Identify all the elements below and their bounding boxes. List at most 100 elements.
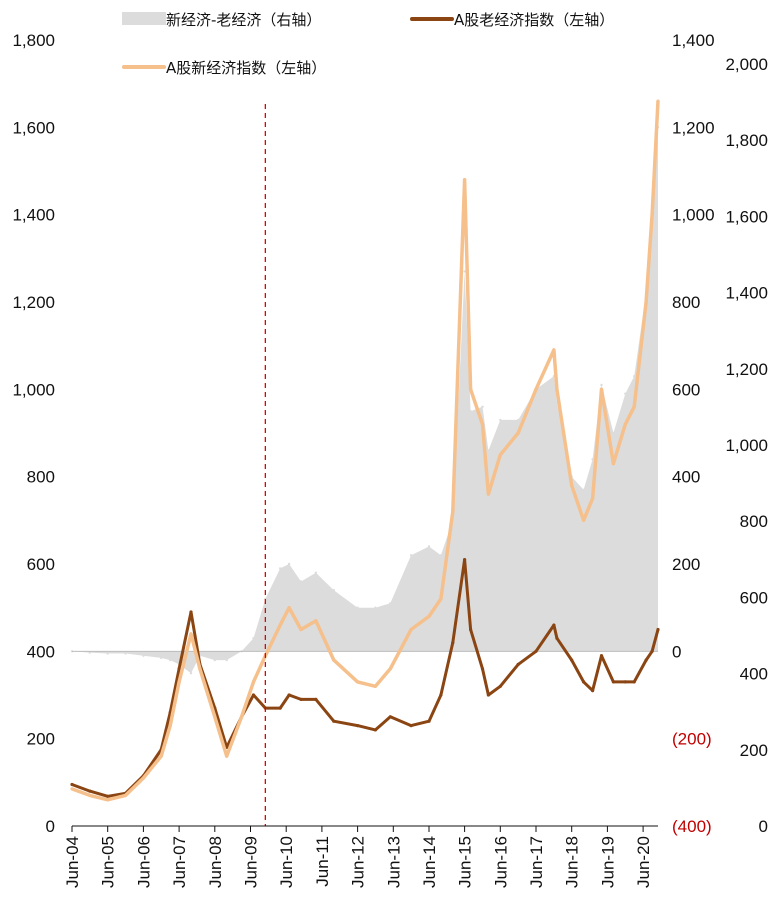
left-axis-tick-label: 1,000 [12, 380, 55, 399]
old-economy-point [516, 662, 520, 667]
far-right-axis-tick-label: 0 [759, 817, 768, 836]
new-economy-point [213, 715, 217, 719]
new-economy-point [409, 627, 413, 632]
new-economy-point [498, 453, 502, 457]
old-economy-point [299, 697, 303, 702]
old-economy-point [388, 715, 392, 719]
old-economy-point [480, 667, 485, 671]
x-axis-tick-label: Jun-12 [349, 836, 368, 888]
old-economy-point [650, 649, 654, 653]
x-axis-tick-label: Jun-08 [206, 836, 225, 888]
old-economy-point [582, 680, 586, 684]
far-right-axis-tick-label: 2,000 [725, 55, 768, 74]
far-right-axis-tick-label: 1,800 [725, 131, 768, 150]
x-axis-tick-label: Jun-14 [420, 836, 439, 888]
left-axis-tick-label: 1,600 [12, 118, 55, 137]
right-axis-tick-label: (400) [672, 817, 712, 836]
area-point [463, 270, 466, 273]
new-economy-point [198, 667, 202, 671]
x-axis-tick-label: Jun-10 [277, 836, 296, 888]
far-right-axis-tick-label: 1,400 [725, 284, 768, 303]
old-economy-point [88, 789, 92, 793]
area-point [427, 545, 431, 548]
x-axis-tick-label: Jun-11 [313, 836, 332, 887]
new-economy-point [451, 510, 455, 514]
new-economy-point [189, 632, 193, 636]
new-economy-point [373, 684, 377, 688]
right-axis-tick-label: 1,200 [672, 118, 715, 137]
area-point [314, 571, 318, 574]
old-economy-point [287, 693, 291, 697]
right-axis-tick-label: 600 [672, 380, 700, 399]
new-economy-point [299, 627, 303, 632]
new-economy-point [106, 798, 110, 802]
x-axis-tick-label: Jun-05 [99, 836, 118, 888]
old-economy-point [656, 627, 660, 632]
area-point [481, 405, 484, 408]
old-economy-point [599, 654, 604, 658]
area-point [225, 658, 228, 662]
far-right-axis-tick-label: 1,200 [725, 360, 768, 379]
area-point [633, 375, 636, 378]
new-economy-point [516, 431, 520, 435]
area-point [469, 410, 472, 413]
x-axis-tick-label: Jun-07 [170, 836, 189, 888]
far-right-axis-tick-label: 800 [740, 512, 768, 531]
new-economy-point [388, 667, 392, 671]
left-axis-tick-label: 800 [27, 468, 55, 487]
old-economy-point [427, 719, 431, 723]
left-axis-tick-label: 1,200 [12, 293, 55, 312]
new-economy-point [159, 754, 163, 758]
series-area-new-minus-old [72, 127, 658, 674]
area-point [106, 652, 109, 655]
legend-swatch-line [122, 65, 166, 69]
legend-swatch-line [410, 17, 454, 21]
right-axis-tick-label: 200 [672, 555, 700, 574]
left-axis-tick-label: 200 [27, 730, 55, 749]
left-axis-tick-label: 0 [46, 817, 55, 836]
legend-swatch-area [122, 12, 166, 25]
old-economy-point [251, 693, 256, 697]
right-axis-tick-label: 400 [672, 468, 700, 487]
new-economy-point [552, 348, 556, 352]
far-right-axis-tick-label: 200 [740, 741, 768, 760]
x-axis-tick-label: Jun-16 [491, 836, 510, 888]
far-right-axis-tick-label: 1,000 [725, 436, 768, 455]
area-point [213, 658, 216, 662]
old-economy-point [644, 658, 648, 662]
new-economy-point [463, 178, 467, 182]
area-point [374, 606, 377, 609]
new-economy-point [623, 422, 627, 426]
old-economy-point [534, 649, 538, 653]
left-axis-tick-label: 400 [27, 642, 55, 661]
old-economy-point [623, 680, 627, 684]
x-axis-tick-label: Jun-18 [563, 836, 582, 888]
area-point [356, 606, 359, 609]
legend-label: A股老经济指数（左轴） [454, 11, 614, 29]
new-economy-point [439, 597, 443, 601]
x-axis-tick-label: Jun-20 [634, 836, 653, 888]
old-economy-point [314, 697, 318, 702]
x-axis-tick-label: Jun-06 [134, 836, 153, 888]
area-point [389, 602, 392, 605]
area-point [252, 637, 255, 640]
new-economy-point [427, 614, 431, 619]
x-axis-tick-label: Jun-13 [384, 836, 403, 888]
left-axis-tick-label: 1,800 [12, 31, 55, 50]
far-right-axis-tick-label: 600 [740, 588, 768, 607]
x-axis-tick-label: Jun-15 [456, 836, 475, 888]
area-point [169, 658, 172, 662]
new-economy-point [591, 496, 595, 501]
old-economy-point [189, 610, 193, 614]
new-economy-point [177, 680, 181, 684]
right-axis-tick-label: 800 [672, 293, 700, 312]
old-economy-point [611, 680, 616, 684]
area-point [517, 418, 520, 422]
new-economy-point [570, 483, 574, 487]
new-economy-point [582, 518, 586, 522]
new-economy-point [287, 606, 291, 610]
area-series-layer [70, 126, 660, 675]
area-point [409, 554, 413, 557]
old-economy-point [177, 667, 181, 671]
